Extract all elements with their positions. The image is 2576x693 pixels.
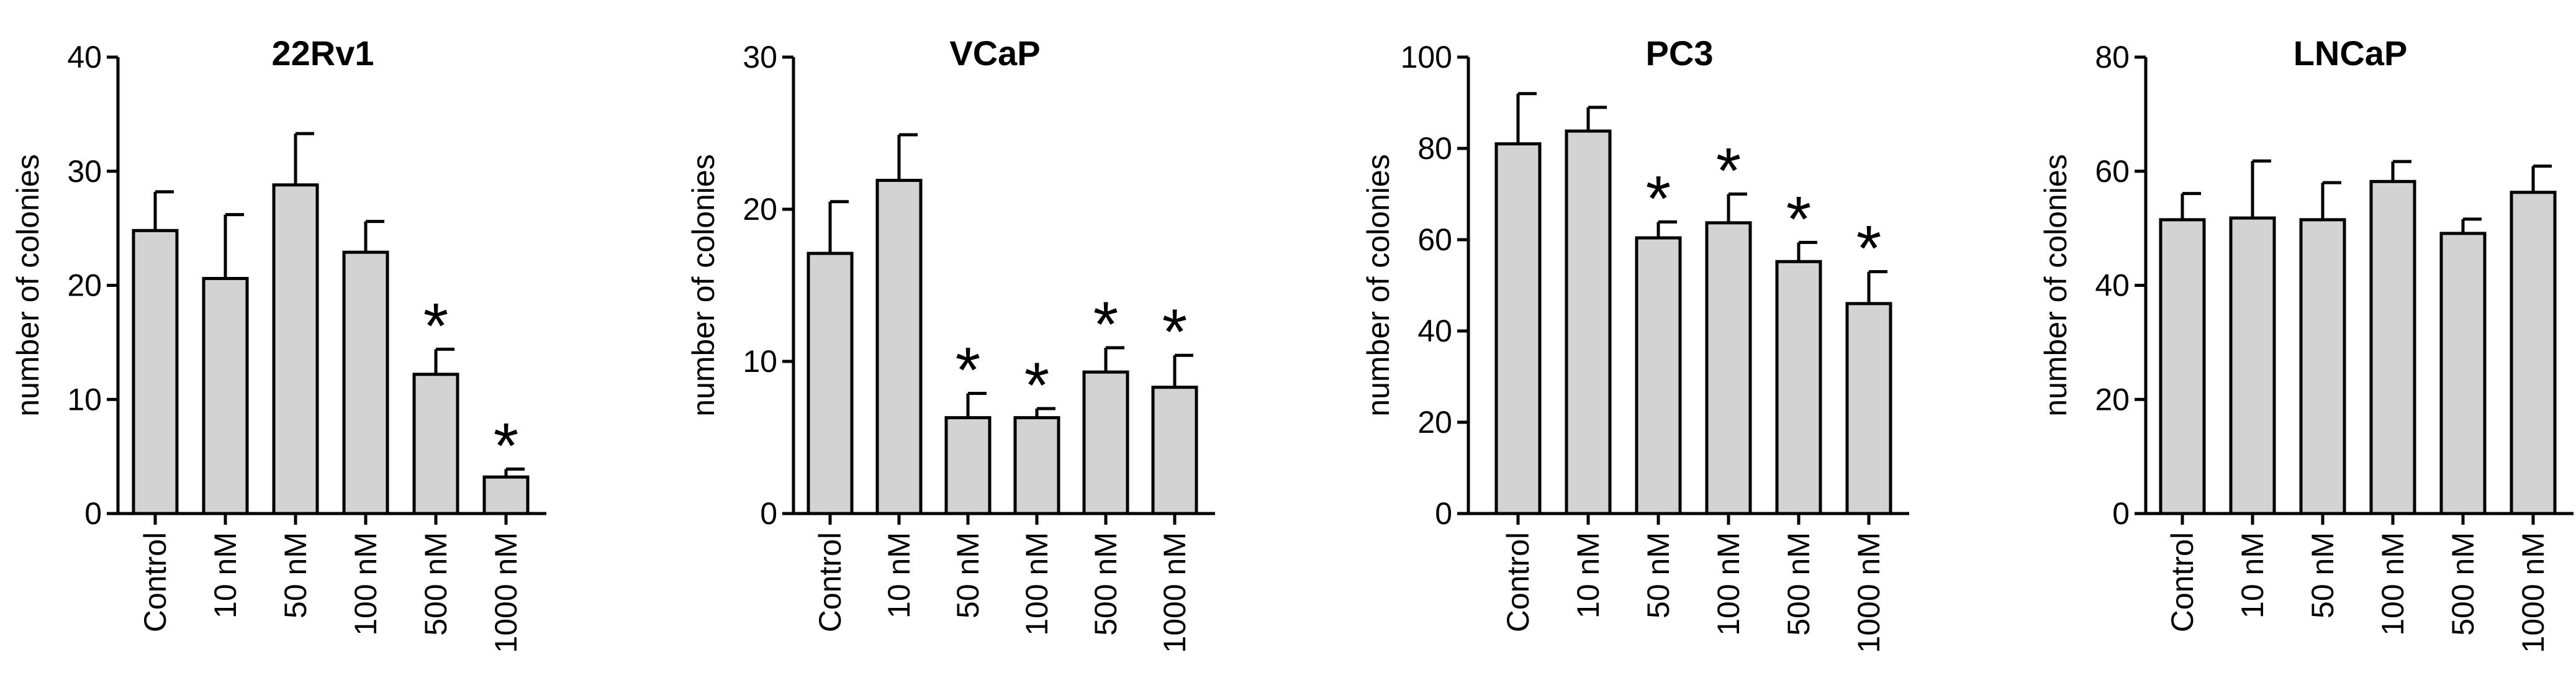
significance-star: * bbox=[1646, 163, 1671, 235]
bar bbox=[2439, 232, 2487, 515]
bar bbox=[875, 178, 923, 515]
bar bbox=[2369, 179, 2416, 515]
y-tick-label: 40 bbox=[1417, 314, 1452, 348]
x-tick-label: 500 nM bbox=[1088, 532, 1123, 636]
y-tick-label: 10 bbox=[743, 344, 777, 379]
bar bbox=[1845, 302, 1892, 515]
bar bbox=[202, 276, 249, 515]
x-tick-label: 1000 nM bbox=[1851, 532, 1886, 653]
x-tick-label: Control bbox=[813, 532, 847, 632]
chart-panel-1: 22Rv1 number of colonies 0 10 20 30 40 Control 1… bbox=[11, 34, 546, 653]
x-tick-label: 50 nM bbox=[278, 532, 313, 618]
bar bbox=[342, 250, 389, 515]
significance-star: * bbox=[1786, 183, 1811, 255]
y-tick-label: 60 bbox=[1417, 222, 1452, 257]
y-tick-label: 20 bbox=[1417, 405, 1452, 440]
x-tick-label: 50 nM bbox=[2305, 532, 2340, 618]
y-tick-label: 10 bbox=[67, 382, 102, 417]
bar bbox=[1494, 142, 1542, 515]
y-tick-label: 20 bbox=[743, 192, 777, 227]
significance-star: * bbox=[1716, 135, 1741, 207]
y-tick-label: 80 bbox=[2095, 40, 2130, 75]
chart-title: 22Rv1 bbox=[271, 34, 374, 73]
significance-star: * bbox=[1856, 212, 1881, 284]
y-tick-label: 60 bbox=[2095, 154, 2130, 189]
x-tick-label: 1000 nM bbox=[1157, 532, 1192, 653]
x-tick-label: 500 nM bbox=[418, 532, 453, 636]
y-tick-label: 0 bbox=[760, 496, 777, 531]
bar bbox=[2229, 216, 2276, 515]
bar bbox=[1565, 129, 1612, 515]
y-tick-label: 20 bbox=[67, 268, 102, 303]
significance-star: * bbox=[956, 334, 980, 406]
x-tick-label: 50 nM bbox=[1641, 532, 1676, 618]
y-tick-label: 0 bbox=[2112, 496, 2130, 531]
bar bbox=[944, 416, 992, 515]
x-tick-label: 10 nM bbox=[1571, 532, 1606, 618]
x-tick-label: 10 nM bbox=[208, 532, 243, 618]
bar bbox=[1775, 260, 1822, 515]
x-tick-label: 10 nM bbox=[2235, 532, 2270, 618]
bar bbox=[2510, 191, 2557, 515]
y-axis-label: number of colonies bbox=[686, 154, 721, 416]
y-tick-label: 40 bbox=[2095, 268, 2130, 303]
bar bbox=[482, 475, 530, 515]
y-tick-label: 0 bbox=[1435, 496, 1452, 531]
y-axis-label: number of colonies bbox=[2038, 154, 2073, 416]
bar bbox=[1082, 370, 1129, 515]
y-tick-label: 20 bbox=[2095, 382, 2130, 417]
y-axis-label: number of colonies bbox=[11, 154, 45, 416]
x-tick-label: 500 nM bbox=[2446, 532, 2480, 636]
x-tick-label: 1000 nM bbox=[489, 532, 523, 653]
bar bbox=[1151, 386, 1198, 515]
bar bbox=[272, 183, 319, 515]
y-tick-label: 30 bbox=[67, 154, 102, 189]
y-tick-label: 40 bbox=[67, 40, 102, 75]
chart-panel-3: PC3 number of colonies 0 20 40 60 80 100 Control… bbox=[1361, 34, 1909, 653]
significance-star: * bbox=[1024, 350, 1049, 422]
bar bbox=[1635, 236, 1682, 515]
significance-star: * bbox=[423, 290, 448, 362]
chart-title: PC3 bbox=[1646, 34, 1714, 73]
bar bbox=[807, 251, 854, 515]
chart-panel-4: LNCaP number of colonies 0 20 40 60 80 Control 1… bbox=[2038, 34, 2574, 653]
bar bbox=[1705, 221, 1752, 515]
y-tick-label: 100 bbox=[1401, 40, 1452, 75]
y-tick-label: 0 bbox=[84, 496, 102, 531]
bar bbox=[1013, 416, 1060, 515]
y-tick-label: 30 bbox=[743, 40, 777, 75]
x-tick-label: 100 nM bbox=[2375, 532, 2410, 636]
y-axis-label: number of colonies bbox=[1361, 154, 1396, 416]
x-tick-label: 500 nM bbox=[1781, 532, 1816, 636]
x-tick-label: 100 nM bbox=[348, 532, 383, 636]
x-tick-label: Control bbox=[2165, 532, 2200, 632]
x-tick-label: 100 nM bbox=[1019, 532, 1054, 636]
bar bbox=[132, 229, 179, 515]
x-tick-label: Control bbox=[138, 532, 173, 632]
chart-title: LNCaP bbox=[2294, 34, 2408, 73]
x-tick-label: 10 nM bbox=[882, 532, 916, 618]
chart-title: VCaP bbox=[949, 34, 1040, 73]
significance-star: * bbox=[1093, 289, 1118, 361]
bar bbox=[412, 373, 459, 515]
chart-panel-2: VCaP number of colonies 0 10 20 30 Control 10 n… bbox=[686, 34, 1215, 653]
y-tick-label: 80 bbox=[1417, 131, 1452, 166]
bar bbox=[2299, 218, 2346, 515]
x-tick-label: 50 nM bbox=[951, 532, 985, 618]
significance-star: * bbox=[494, 410, 518, 482]
bar bbox=[2159, 218, 2206, 515]
x-tick-label: 100 nM bbox=[1711, 532, 1746, 636]
x-tick-label: 1000 nM bbox=[2516, 532, 2551, 653]
significance-star: * bbox=[1162, 296, 1187, 368]
x-tick-label: Control bbox=[1501, 532, 1535, 632]
